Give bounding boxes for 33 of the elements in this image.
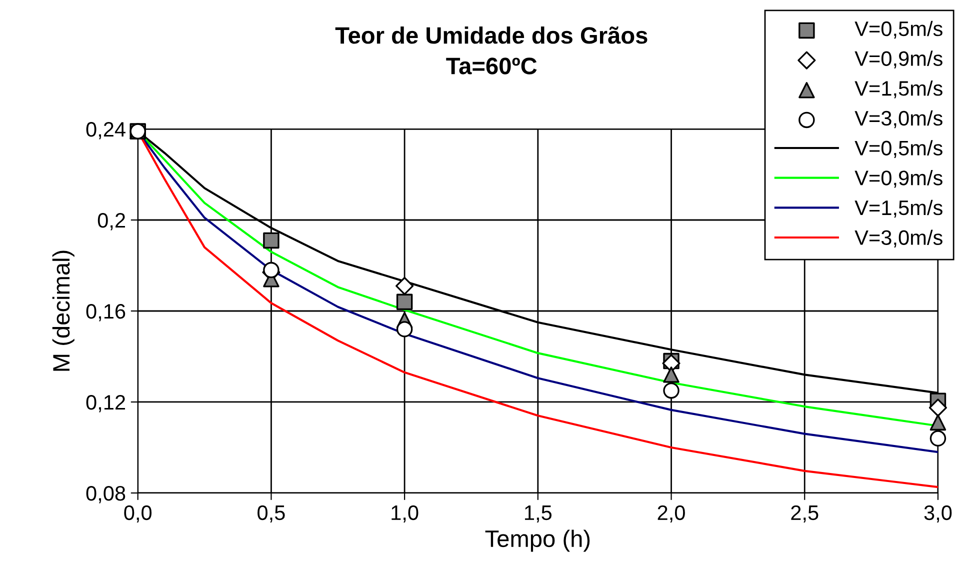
point — [663, 366, 680, 383]
legend-label: V=1,5m/s — [854, 80, 942, 98]
point — [396, 321, 413, 338]
legend-label: V=0,9m/s — [854, 50, 942, 68]
legend-label: V=3,0m/s — [854, 110, 942, 128]
y-tick-label: 0,08 — [86, 486, 126, 504]
legend-label: V=3,0m/s — [854, 230, 942, 248]
x-tick-label: 2,0 — [658, 505, 685, 523]
point — [263, 232, 280, 249]
x-tick-label: 2,5 — [791, 505, 818, 523]
x-tick-label: 1,5 — [525, 506, 552, 523]
point — [930, 430, 946, 446]
chart-title: Teor de Umidade dos Grãos Ta=60ºC — [335, 26, 648, 74]
legend-label: V=0,5m/s — [854, 140, 942, 158]
point — [263, 262, 280, 278]
legend-label: V=1,5m/s — [854, 200, 942, 218]
y-axis-title: M (decimal) — [52, 250, 74, 371]
x-tick-label: 3,0 — [924, 505, 952, 523]
legend-label: V=0,9m/s — [854, 170, 942, 188]
y-tick-label: 0,24 — [86, 122, 126, 140]
y-tick-label: 0,12 — [86, 394, 126, 412]
x-tick-label: 0,5 — [258, 505, 285, 523]
legend-label: V=0,5m/s — [854, 20, 942, 39]
point — [928, 398, 948, 417]
x-tick-label: 1,0 — [392, 505, 418, 523]
y-tick-label: 0,2 — [98, 213, 126, 230]
point — [396, 294, 413, 310]
x-tick-label: 0,0 — [124, 505, 152, 523]
y-tick-label: 0,16 — [86, 304, 126, 322]
point — [663, 382, 680, 399]
point — [930, 414, 946, 431]
point — [396, 276, 414, 296]
x-axis-title: Tempo (h) — [485, 530, 590, 552]
